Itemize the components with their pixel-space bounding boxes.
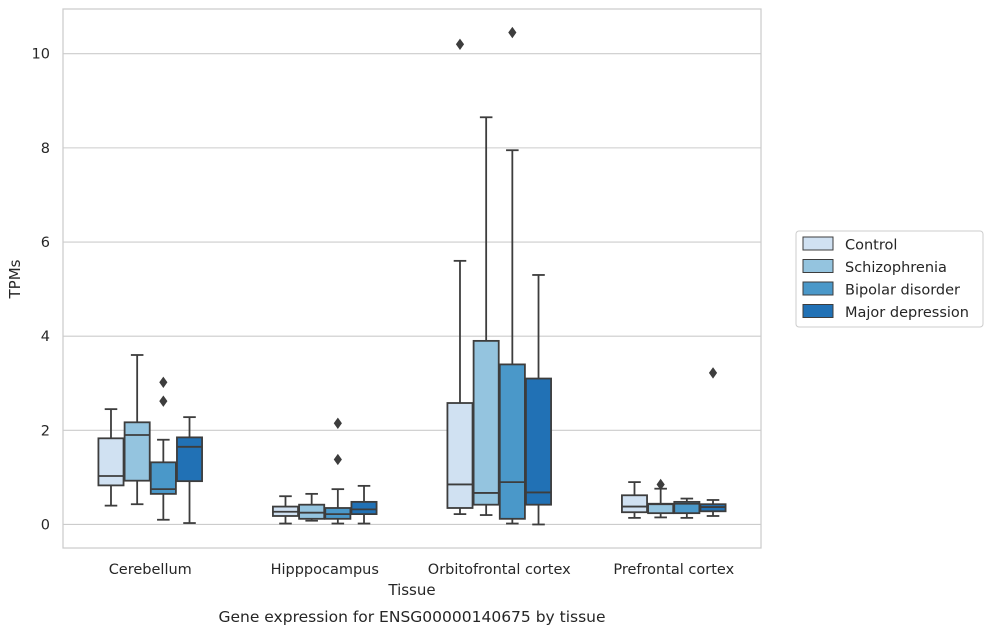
x-tick-label: Hipppocampus	[271, 562, 379, 578]
outlier-point	[708, 367, 718, 379]
box	[621, 494, 648, 514]
legend-frame	[795, 230, 984, 328]
box-group	[699, 367, 727, 517]
legend-label: Bipolar disorder	[845, 283, 960, 299]
y-axis-label: TPMs	[6, 259, 24, 299]
box-group	[324, 417, 352, 525]
x-tick-label: Orbitofrontal cortex	[428, 562, 571, 578]
y-tick-labels: 0 2 4 6 8 10	[32, 47, 50, 534]
outlier-point	[333, 453, 342, 466]
box-group	[298, 492, 326, 522]
outlier-point	[159, 376, 168, 388]
legend-swatch	[802, 304, 834, 318]
legend-label: Control	[845, 238, 897, 254]
box-group	[525, 274, 552, 526]
legend-swatch	[802, 281, 834, 296]
box	[298, 503, 326, 520]
box	[97, 437, 125, 487]
y-tick-label: 2	[41, 423, 50, 439]
outlier-point	[508, 26, 517, 39]
outlier-point	[656, 478, 665, 491]
box	[472, 339, 500, 506]
x-tick-labels: Cerebellum Hipppocampus Orbitofrontal cort…	[109, 562, 735, 578]
box	[673, 500, 701, 515]
box	[350, 500, 378, 516]
legend-swatch	[802, 259, 834, 273]
box-group	[350, 484, 378, 525]
box	[498, 363, 526, 520]
box	[446, 402, 474, 509]
box-group	[176, 416, 203, 524]
box-group	[123, 354, 151, 506]
box-group	[498, 26, 526, 525]
x-tick-label: Cerebellum	[109, 562, 192, 578]
box-group	[472, 116, 500, 516]
legend-swatch	[802, 236, 834, 251]
legend: Control Schizophrenia Bipolar disorder Majo…	[795, 230, 984, 328]
box-group	[446, 38, 474, 516]
legend-label: Major depression	[845, 305, 969, 321]
outlier-point	[333, 417, 342, 429]
x-axis-label: Tissue	[387, 581, 435, 599]
box	[647, 502, 675, 515]
box	[123, 421, 151, 482]
outlier-point	[455, 38, 465, 50]
plot-area-frame	[62, 8, 762, 549]
box-group	[272, 495, 299, 525]
box	[176, 436, 203, 483]
box-group	[673, 497, 701, 519]
box-group	[621, 481, 648, 519]
y-tick-label: 8	[41, 141, 50, 157]
box-layer	[97, 26, 727, 526]
y-tick-label: 0	[41, 517, 50, 533]
x-tick-label: Prefrontal cortex	[613, 562, 734, 578]
y-tick-label: 4	[41, 329, 50, 345]
box-group	[97, 408, 125, 507]
y-tick-label: 6	[41, 235, 50, 251]
outlier-point	[159, 395, 168, 407]
box	[525, 377, 552, 506]
grid-layer	[63, 53, 761, 526]
chart-caption: Gene expression for ENSG00000140675 by t…	[218, 608, 605, 626]
box-group	[647, 478, 675, 519]
legend-label: Schizophrenia	[845, 260, 947, 276]
y-tick-label: 10	[32, 47, 50, 63]
box-group	[149, 376, 177, 521]
